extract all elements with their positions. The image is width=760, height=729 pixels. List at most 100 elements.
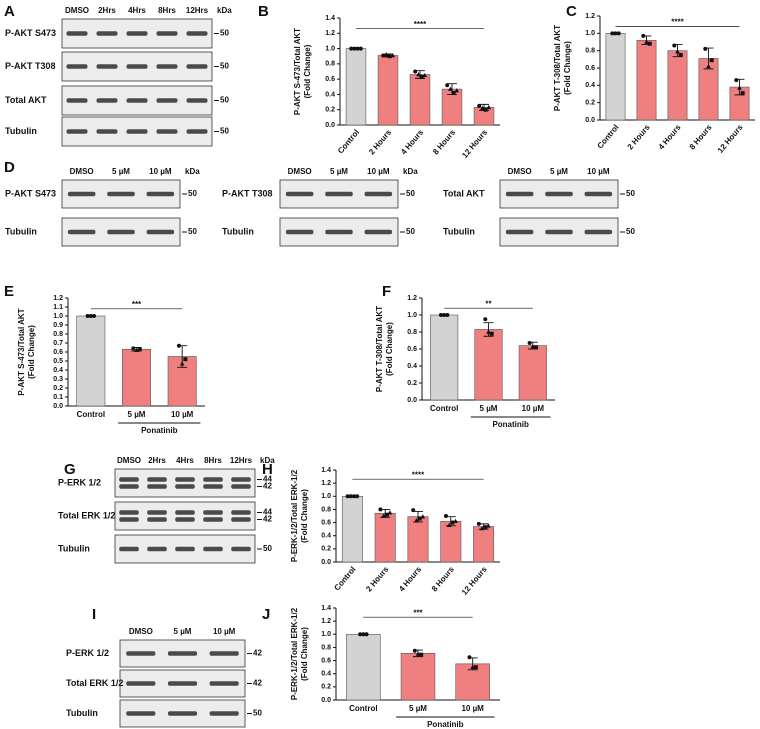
lane-label: 12Hrs	[230, 456, 253, 465]
data-point	[470, 664, 475, 669]
x-tick-label: 4 Hours	[399, 127, 425, 156]
data-point	[480, 105, 485, 110]
data-point	[641, 33, 646, 38]
y-tick-label: 0.8	[53, 331, 63, 338]
x-tick-label: 4 Hours	[657, 122, 683, 151]
panel-letter: F	[382, 283, 391, 300]
band	[147, 484, 167, 489]
y-tick-label: 0.2	[53, 385, 63, 392]
x-tick-label: Control	[332, 565, 357, 593]
data-point	[477, 103, 482, 108]
marker-label: 50	[220, 96, 229, 105]
lane-label: 2Hrs	[148, 456, 166, 465]
panel-letter: A	[4, 3, 15, 20]
data-point	[486, 329, 491, 334]
y-axis-label: P-ERK-1/2/Total ERK-1/2	[290, 607, 299, 700]
data-point	[348, 494, 353, 499]
data-point	[534, 345, 539, 350]
y-tick-label: 0.0	[53, 403, 63, 410]
marker-label: 50	[263, 544, 272, 553]
y-tick-label: 0.4	[321, 533, 331, 540]
x-tick-label: 8 Hours	[688, 122, 714, 151]
lane-label: 5 µM	[550, 167, 568, 176]
data-point	[678, 53, 683, 57]
error-bar	[483, 322, 494, 337]
row-label: Total ERK 1/2	[58, 510, 115, 520]
x-tick-label: 8 Hours	[430, 564, 456, 593]
y-tick-label: 0.6	[407, 346, 417, 353]
y-tick-label: 1.4	[321, 467, 331, 474]
marker-label: 42	[253, 649, 262, 658]
band	[126, 651, 156, 656]
band	[175, 510, 195, 515]
data-point	[448, 86, 453, 91]
panel-letter: I	[92, 606, 96, 623]
band	[285, 191, 314, 197]
band	[126, 98, 148, 103]
data-point	[387, 510, 393, 515]
panel-letter: G	[64, 461, 76, 478]
data-point	[176, 343, 181, 348]
y-axis-label: (Fold Change)	[300, 489, 309, 543]
row-label: Tubulin	[443, 226, 475, 236]
band	[364, 191, 393, 197]
band	[147, 546, 167, 552]
data-point	[444, 514, 448, 518]
y-tick-label: 1.0	[321, 631, 331, 638]
y-tick-label: 0.4	[53, 367, 63, 374]
blot-box	[114, 468, 256, 498]
band	[96, 31, 118, 36]
x-tick-label: 2 Hours	[364, 564, 390, 593]
y-tick-label: 1.2	[407, 295, 417, 302]
band	[231, 546, 251, 552]
data-point	[527, 341, 532, 346]
band	[203, 546, 223, 552]
x-tick-label: 8 Hours	[431, 127, 457, 156]
lane-label: 8Hrs	[204, 456, 222, 465]
y-tick-label: 0.7	[53, 340, 63, 347]
group-label: Ponatinib	[427, 720, 464, 729]
x-tick-label: 10 µM	[171, 410, 194, 419]
marker-label: 50	[188, 189, 197, 198]
data-point	[384, 52, 389, 57]
band	[203, 510, 223, 515]
y-tick-label: 0.2	[321, 546, 331, 553]
band	[67, 229, 96, 235]
row-label: Tubulin	[222, 226, 254, 236]
y-tick-label: 0.5	[53, 358, 63, 365]
y-tick-label: 1.0	[585, 30, 595, 37]
x-tick-label: 5 µM	[128, 410, 146, 419]
data-point	[131, 346, 136, 351]
significance-label: ***	[132, 300, 142, 309]
data-point	[415, 651, 421, 656]
band	[203, 477, 223, 482]
data-point	[92, 314, 97, 318]
panel-letter: B	[258, 3, 269, 20]
y-tick-label: 1.0	[407, 312, 417, 319]
panel-letter: E	[4, 283, 14, 300]
y-tick-label: 0.6	[321, 657, 331, 664]
band	[146, 191, 175, 197]
bar	[605, 33, 626, 121]
data-point	[483, 107, 488, 112]
row-label: P-AKT T308	[5, 61, 56, 71]
band	[107, 229, 135, 235]
x-tick-label: 12 Hours	[460, 564, 489, 596]
bar	[167, 356, 197, 407]
data-point	[473, 665, 478, 670]
marker-label: 44	[263, 508, 272, 517]
band	[96, 129, 118, 134]
band	[66, 64, 88, 69]
y-tick-label: 0.8	[321, 644, 331, 651]
unit-label: kDa	[185, 167, 200, 176]
y-axis-label: P-AKT S-473/Total AKT	[17, 308, 26, 395]
data-point	[349, 46, 354, 51]
row-label: P-ERK 1/2	[58, 477, 101, 487]
data-point	[381, 513, 386, 518]
marker-label: 50	[626, 189, 635, 198]
band	[167, 711, 198, 716]
bar	[377, 55, 399, 126]
data-point	[486, 523, 491, 528]
significance-label: **	[485, 299, 492, 308]
marker-label: 50	[220, 127, 229, 136]
